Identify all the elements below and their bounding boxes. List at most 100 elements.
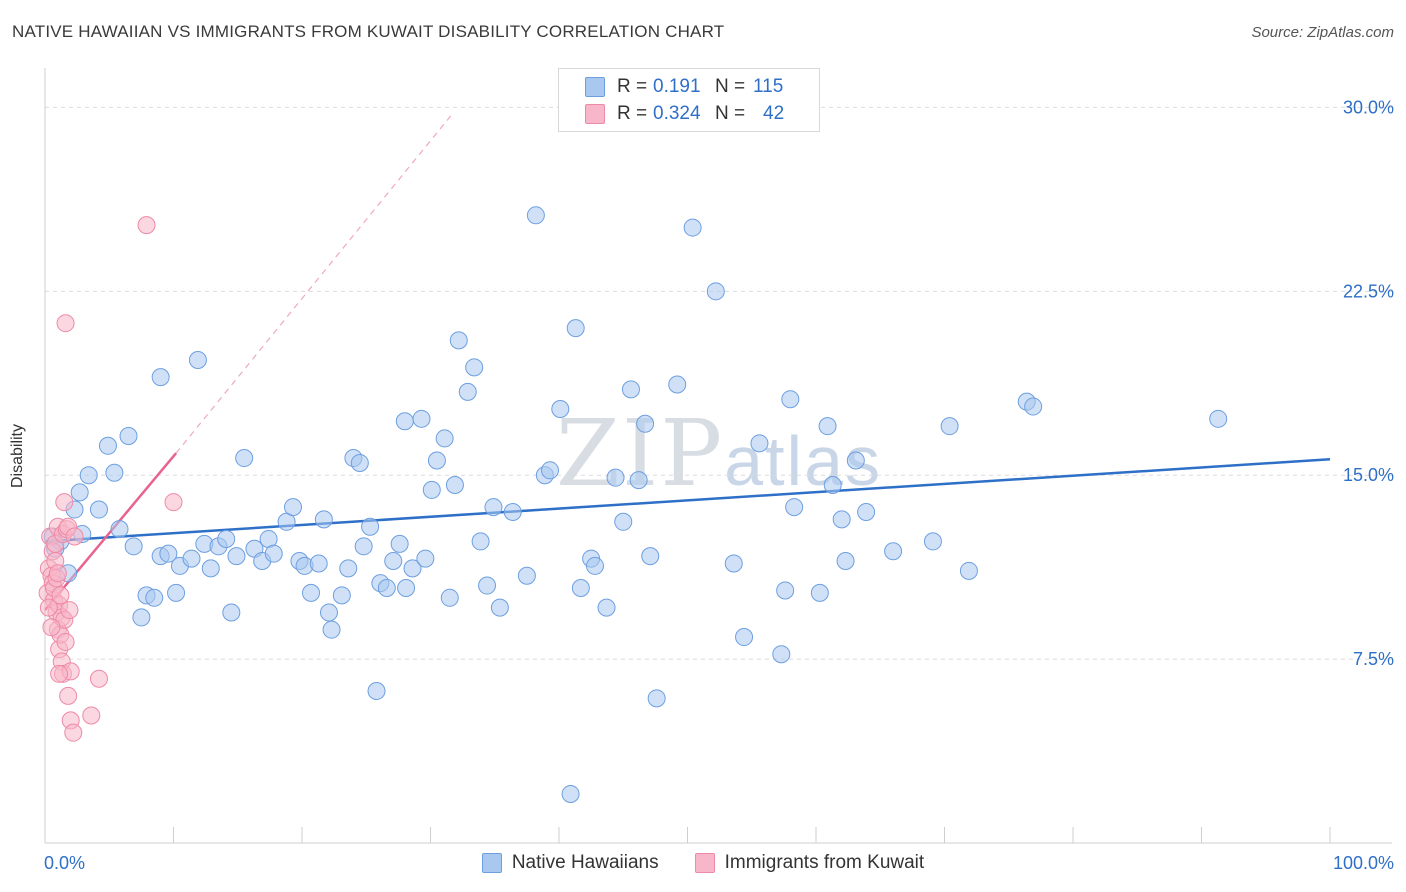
axes bbox=[44, 68, 1392, 844]
point-native-hawaiian bbox=[541, 461, 560, 480]
point-native-hawaiian bbox=[836, 552, 855, 571]
point-native-hawaiian bbox=[832, 510, 851, 529]
legend-r-label: R = bbox=[617, 76, 648, 97]
point-native-hawaiian bbox=[818, 417, 837, 436]
point-native-hawaiian bbox=[647, 689, 666, 708]
point-kuwait bbox=[55, 493, 74, 512]
point-native-hawaiian bbox=[70, 483, 89, 502]
point-native-hawaiian bbox=[105, 463, 124, 482]
point-native-hawaiian bbox=[706, 282, 725, 301]
point-native-hawaiian bbox=[585, 556, 604, 575]
point-native-hawaiian bbox=[222, 603, 241, 622]
point-native-hawaiian bbox=[940, 417, 959, 436]
point-native-hawaiian bbox=[471, 532, 490, 551]
point-native-hawaiian bbox=[772, 645, 791, 664]
legend-r-value: 0.191 bbox=[653, 76, 701, 97]
point-native-hawaiian bbox=[235, 449, 254, 468]
legend-r-label: R = bbox=[617, 103, 648, 124]
legend-item-immigrants-kuwait[interactable]: Immigrants from Kuwait bbox=[694, 852, 925, 874]
point-kuwait bbox=[42, 618, 61, 637]
point-kuwait bbox=[60, 601, 79, 620]
series-legend: Native Hawaiians Immigrants from Kuwait bbox=[0, 852, 1406, 874]
point-native-hawaiian bbox=[124, 537, 143, 556]
point-native-hawaiian bbox=[449, 331, 468, 350]
point-native-hawaiian bbox=[923, 532, 942, 551]
legend-item-native-hawaiians[interactable]: Native Hawaiians bbox=[481, 852, 659, 874]
point-native-hawaiian bbox=[810, 583, 829, 602]
point-native-hawaiian bbox=[319, 603, 338, 622]
point-native-hawaiian bbox=[427, 451, 446, 470]
legend-n-value: 115 bbox=[753, 76, 784, 97]
legend-row-kuwait: R = 0.324 N = 42 bbox=[585, 101, 784, 127]
point-native-hawaiian bbox=[526, 206, 545, 225]
point-kuwait bbox=[64, 723, 83, 742]
point-native-hawaiian bbox=[445, 476, 464, 495]
chart-title: NATIVE HAWAIIAN VS IMMIGRANTS FROM KUWAI… bbox=[12, 22, 725, 41]
trend-line-native-hawaiian bbox=[44, 458, 1331, 543]
point-native-hawaiian bbox=[776, 581, 795, 600]
point-native-hawaiian bbox=[884, 542, 903, 561]
point-kuwait bbox=[137, 216, 156, 235]
point-native-hawaiian bbox=[614, 512, 633, 531]
legend-label: Native Hawaiians bbox=[511, 852, 659, 873]
point-native-hawaiian bbox=[167, 583, 186, 602]
y-tick-label: 30.0% bbox=[1343, 97, 1394, 117]
point-native-hawaiian bbox=[390, 534, 409, 553]
point-native-hawaiian bbox=[309, 554, 328, 573]
point-kuwait bbox=[56, 632, 75, 651]
trend-extension-kuwait bbox=[175, 111, 455, 454]
trend-line-kuwait bbox=[44, 452, 178, 611]
legend-n-label: N = bbox=[715, 103, 746, 124]
point-native-hawaiian bbox=[735, 628, 754, 647]
point-native-hawaiian bbox=[98, 436, 117, 455]
point-native-hawaiian bbox=[503, 502, 522, 521]
legend-swatch-blue bbox=[481, 853, 502, 873]
point-kuwait bbox=[51, 586, 70, 605]
point-native-hawaiian bbox=[301, 583, 320, 602]
point-native-hawaiian bbox=[217, 529, 236, 548]
point-native-hawaiian bbox=[857, 502, 876, 521]
point-native-hawaiian bbox=[354, 537, 373, 556]
point-native-hawaiian bbox=[416, 549, 435, 568]
point-native-hawaiian bbox=[227, 547, 246, 566]
point-kuwait bbox=[89, 669, 108, 688]
point-native-hawaiian bbox=[959, 561, 978, 580]
point-native-hawaiian bbox=[683, 218, 702, 237]
point-native-hawaiian bbox=[79, 466, 98, 485]
point-native-hawaiian bbox=[384, 552, 403, 571]
legend-n-value: 42 bbox=[763, 103, 785, 124]
gridlines bbox=[45, 106, 1392, 660]
point-native-hawaiian bbox=[395, 412, 414, 431]
point-native-hawaiian bbox=[440, 588, 459, 607]
point-native-hawaiian bbox=[597, 598, 616, 617]
y-tick-label: 22.5% bbox=[1343, 281, 1394, 301]
point-native-hawaiian bbox=[846, 451, 865, 470]
point-native-hawaiian bbox=[781, 390, 800, 409]
point-native-hawaiian bbox=[264, 544, 283, 563]
point-native-hawaiian bbox=[606, 468, 625, 487]
point-kuwait bbox=[39, 598, 58, 617]
point-native-hawaiian bbox=[1024, 397, 1043, 416]
tick-labels: 7.5% 15.0% 22.5% 30.0% 0.0% 100.0% bbox=[44, 97, 1394, 873]
point-kuwait bbox=[50, 664, 69, 683]
x-tick-label: 0.0% bbox=[44, 853, 85, 873]
point-native-hawaiian bbox=[490, 598, 509, 617]
point-native-hawaiian bbox=[361, 517, 380, 536]
legend-n-label: N = bbox=[715, 76, 746, 97]
legend-label: Immigrants from Kuwait bbox=[724, 852, 925, 873]
point-native-hawaiian bbox=[110, 520, 129, 539]
stats-legend: R = 0.191 N = 115 R = 0.324 N = 42 bbox=[558, 68, 820, 132]
point-native-hawaiian bbox=[350, 453, 369, 472]
point-native-hawaiian bbox=[517, 566, 536, 585]
point-native-hawaiian bbox=[89, 500, 108, 519]
point-native-hawaiian bbox=[397, 579, 416, 597]
legend-swatch-blue bbox=[585, 77, 605, 97]
legend-swatch-pink bbox=[694, 853, 715, 873]
point-native-hawaiian bbox=[339, 559, 358, 578]
point-native-hawaiian bbox=[785, 498, 804, 517]
data-points bbox=[38, 206, 1228, 803]
trend-lines bbox=[44, 111, 1331, 611]
y-tick-label: 15.0% bbox=[1343, 465, 1394, 485]
point-native-hawaiian bbox=[314, 510, 333, 529]
